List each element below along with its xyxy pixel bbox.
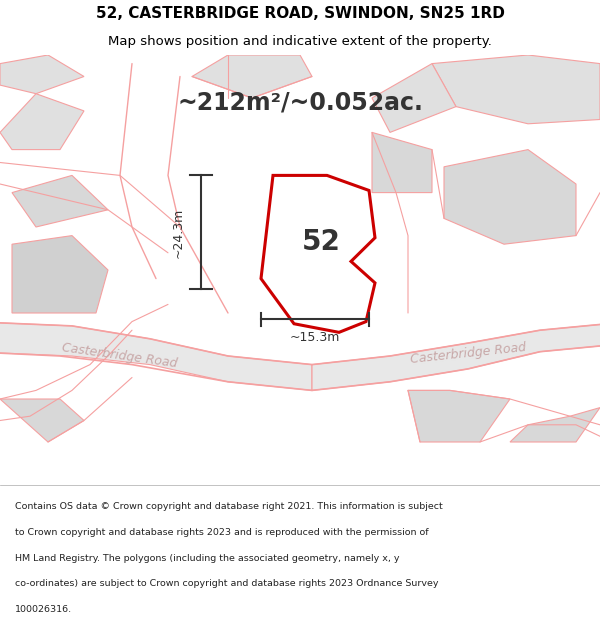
Polygon shape (0, 94, 84, 149)
Polygon shape (432, 55, 600, 124)
Polygon shape (372, 132, 432, 192)
Text: to Crown copyright and database rights 2023 and is reproduced with the permissio: to Crown copyright and database rights 2… (15, 528, 428, 537)
Polygon shape (261, 176, 375, 332)
Polygon shape (291, 214, 345, 270)
Polygon shape (192, 55, 312, 98)
Text: 52, CASTERBRIDGE ROAD, SWINDON, SN25 1RD: 52, CASTERBRIDGE ROAD, SWINDON, SN25 1RD (95, 6, 505, 21)
Text: ~212m²/~0.052ac.: ~212m²/~0.052ac. (177, 90, 423, 114)
Text: ~24.3m: ~24.3m (172, 208, 185, 258)
Polygon shape (0, 399, 84, 442)
Polygon shape (408, 391, 510, 442)
Polygon shape (0, 55, 84, 94)
Text: Contains OS data © Crown copyright and database right 2021. This information is : Contains OS data © Crown copyright and d… (15, 502, 443, 511)
Text: Casterbridge Road: Casterbridge Road (61, 341, 179, 371)
Text: ~15.3m: ~15.3m (290, 331, 340, 344)
Polygon shape (372, 64, 456, 132)
Polygon shape (510, 408, 600, 442)
Polygon shape (12, 236, 108, 313)
Text: Map shows position and indicative extent of the property.: Map shows position and indicative extent… (108, 35, 492, 48)
Text: 52: 52 (302, 228, 340, 256)
Polygon shape (0, 322, 312, 391)
Text: co-ordinates) are subject to Crown copyright and database rights 2023 Ordnance S: co-ordinates) are subject to Crown copyr… (15, 579, 439, 589)
Text: HM Land Registry. The polygons (including the associated geometry, namely x, y: HM Land Registry. The polygons (includin… (15, 554, 400, 562)
Text: Casterbridge Road: Casterbridge Road (409, 341, 527, 366)
Text: 100026316.: 100026316. (15, 606, 72, 614)
Polygon shape (444, 149, 576, 244)
Polygon shape (12, 176, 108, 227)
Polygon shape (312, 322, 600, 391)
